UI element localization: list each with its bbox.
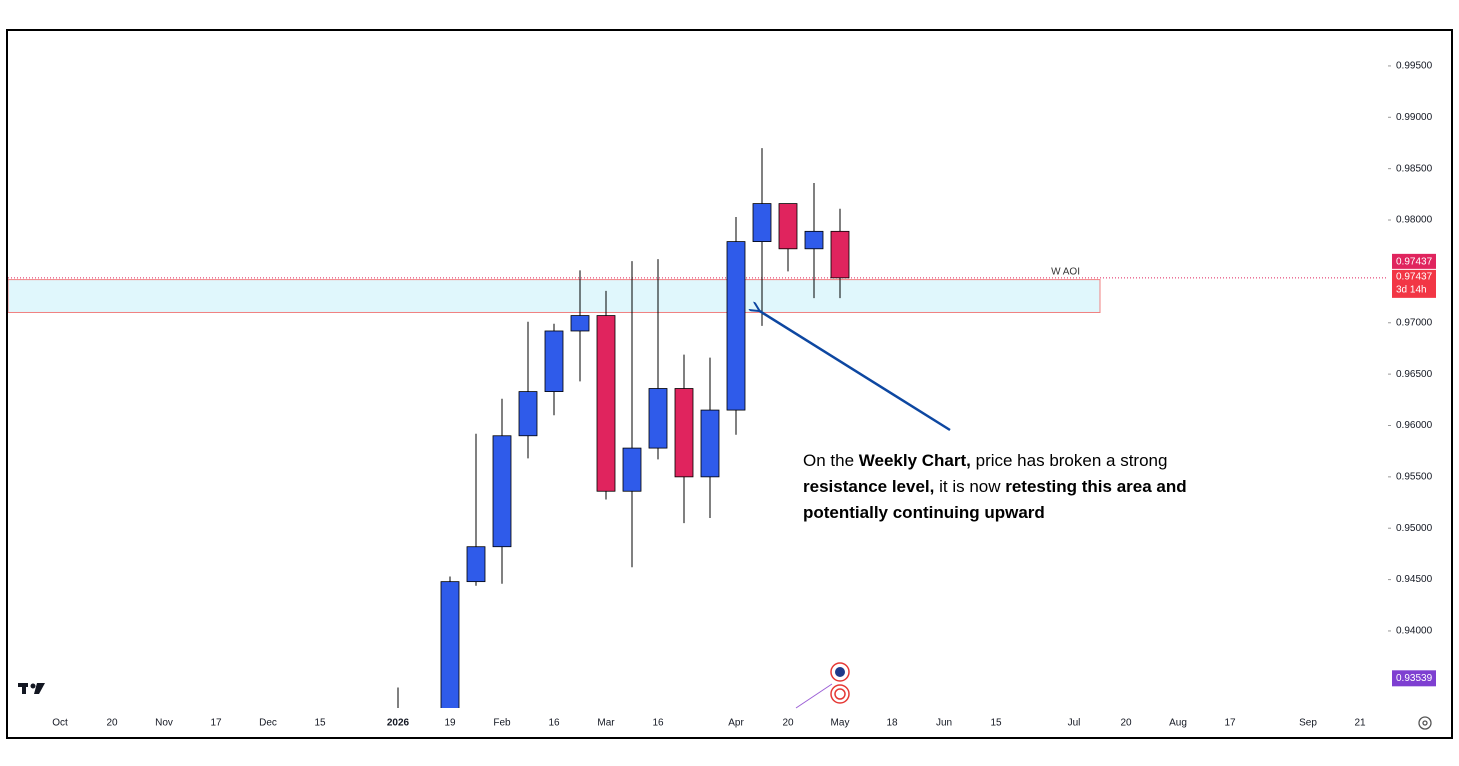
- y-tick-label: 0.95500: [1396, 471, 1433, 482]
- annotation-text: retesting this area and: [1005, 477, 1186, 496]
- candle-body: [804, 230, 824, 250]
- price-label-bg: [1392, 253, 1436, 269]
- y-tick-label: 0.98000: [1396, 215, 1433, 226]
- candle-body: [830, 230, 850, 279]
- annotation-text: potentially continuing upward: [803, 503, 1045, 522]
- x-tick-label: 21: [1354, 718, 1366, 729]
- price-label: 0.97437: [1396, 257, 1433, 268]
- annotation-text: price has broken a strong: [971, 451, 1168, 470]
- candle-body: [700, 409, 720, 478]
- frame: [6, 29, 1453, 739]
- annotation-text: it is now: [934, 477, 1005, 496]
- x-tick-label: Mar: [597, 718, 615, 729]
- x-tick-label: 17: [210, 718, 222, 729]
- x-tick-label: Oct: [52, 718, 68, 729]
- candle-body: [544, 330, 564, 392]
- x-tick-label: 15: [990, 718, 1002, 729]
- aoi-zone: [8, 279, 1101, 313]
- x-tick-label: 16: [652, 718, 664, 729]
- x-tick-label: Jun: [936, 718, 952, 729]
- x-tick-label: 20: [1120, 718, 1132, 729]
- x-tick-label: 18: [886, 718, 898, 729]
- annotation-arrow: [758, 310, 951, 432]
- x-tick-label: Dec: [259, 718, 277, 729]
- annotation-text: Weekly Chart,: [859, 451, 971, 470]
- gear[interactable]: [1418, 716, 1432, 730]
- candle-body: [752, 203, 772, 242]
- logo-part: [22, 683, 26, 694]
- candle-body: [596, 315, 616, 492]
- y-tick-label: 0.97000: [1396, 317, 1433, 328]
- candle-body: [440, 581, 460, 708]
- x-tick-label: 20: [782, 718, 794, 729]
- marker-price-label: 0.93539: [1396, 673, 1433, 684]
- logo: [18, 683, 45, 694]
- x-tick-label: 17: [1224, 718, 1236, 729]
- y-tick-label: 0.98500: [1396, 163, 1433, 174]
- candle-body: [570, 315, 590, 332]
- y-tick-label: 0.96500: [1396, 369, 1433, 380]
- annotation: On the Weekly Chart, price has broken a …: [803, 451, 1187, 522]
- x-tick-label: 16: [548, 718, 560, 729]
- x-tick-label: Aug: [1169, 718, 1187, 729]
- candle-body: [518, 391, 538, 437]
- zone-label: W AOI: [1051, 266, 1080, 277]
- x-tick-label: 19: [444, 718, 456, 729]
- candle-body: [778, 203, 798, 250]
- candle-body: [492, 435, 512, 548]
- x-tick-label: 15: [314, 718, 326, 729]
- y-tick-label: 0.94000: [1396, 626, 1433, 637]
- x-tick-label: Apr: [728, 718, 744, 729]
- x-tick-label: Nov: [155, 718, 173, 729]
- settings-icon[interactable]: [1418, 716, 1432, 730]
- annotation-text: resistance level,: [803, 477, 934, 496]
- plot-area: [8, 148, 1388, 708]
- x-tick-label: May: [831, 718, 850, 729]
- candle-body: [648, 388, 668, 449]
- candle-body: [726, 241, 746, 411]
- y-tick-label: 0.99000: [1396, 112, 1433, 123]
- marker-price-bg: [1392, 670, 1436, 687]
- event-line: [795, 683, 833, 709]
- price-label: 0.97437: [1396, 272, 1433, 283]
- logo-part: [30, 683, 36, 689]
- x-tick-label: Sep: [1299, 718, 1317, 729]
- event-flag: [834, 688, 846, 700]
- x-tick-label: 20: [106, 718, 118, 729]
- x-tick-label: 2026: [387, 718, 410, 729]
- candle-body: [466, 546, 486, 583]
- logo-part: [34, 683, 45, 694]
- annotation-text: On the: [803, 451, 859, 470]
- x-tick-label: Jul: [1068, 718, 1081, 729]
- y-tick-label: 0.99500: [1396, 61, 1433, 72]
- gear-center[interactable]: [1422, 720, 1428, 726]
- candle-body: [622, 447, 642, 492]
- countdown-bg: [1392, 269, 1436, 298]
- x-tick-label: Feb: [493, 718, 511, 729]
- y-tick-label: 0.94500: [1396, 574, 1433, 585]
- event-icons: [795, 662, 850, 709]
- candle-body: [674, 388, 694, 478]
- y-tick-label: 0.96000: [1396, 420, 1433, 431]
- countdown: 3d 14h: [1396, 285, 1427, 296]
- y-tick-label: 0.95000: [1396, 523, 1433, 534]
- event-flag: [835, 667, 845, 677]
